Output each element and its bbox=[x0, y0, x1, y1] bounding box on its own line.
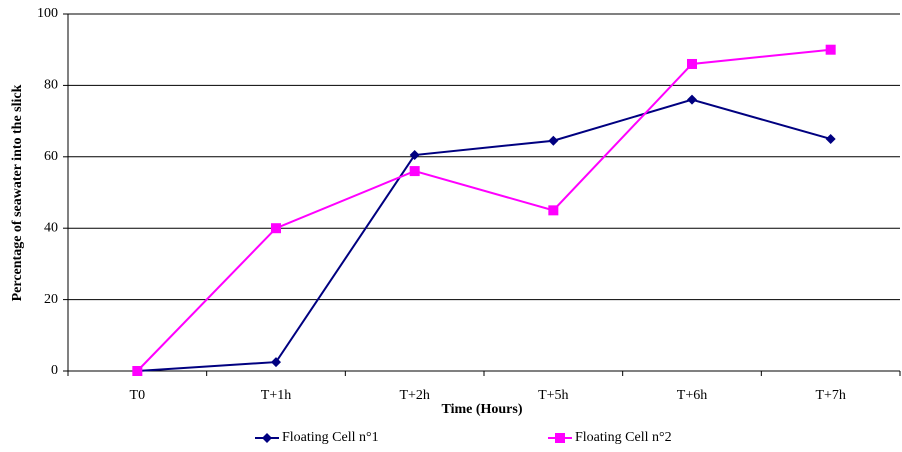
legend-label: Floating Cell n°1 bbox=[282, 430, 379, 445]
y-axis-label: Percentage of seawater into the slick bbox=[10, 84, 25, 301]
x-tick-label: T+1h bbox=[261, 388, 291, 403]
data-point bbox=[687, 58, 697, 69]
x-tick-label: T+6h bbox=[677, 388, 707, 403]
legend-marker bbox=[262, 433, 272, 443]
data-point bbox=[271, 223, 281, 234]
y-tick-label: 80 bbox=[44, 78, 58, 93]
y-tick-label: 60 bbox=[44, 149, 58, 164]
data-point bbox=[687, 94, 697, 105]
legend-label: Floating Cell n°2 bbox=[575, 430, 672, 445]
x-tick-label: T+5h bbox=[538, 388, 568, 403]
series-line bbox=[136, 48, 831, 372]
data-point bbox=[409, 150, 420, 161]
legend-marker bbox=[555, 433, 565, 443]
x-axis-label: Time (Hours) bbox=[441, 402, 522, 417]
data-point bbox=[548, 135, 559, 146]
data-point bbox=[409, 166, 420, 177]
y-tick-label: 40 bbox=[44, 220, 58, 235]
x-tick-label: T+2h bbox=[399, 388, 429, 403]
y-tick-label: 0 bbox=[51, 363, 58, 378]
series-line bbox=[137, 98, 831, 372]
y-tick-label: 20 bbox=[44, 292, 58, 307]
data-point bbox=[825, 44, 836, 55]
data-point bbox=[825, 133, 836, 144]
data-point bbox=[548, 205, 559, 216]
x-tick-label: T0 bbox=[130, 388, 146, 403]
x-tick-label: T+7h bbox=[815, 388, 845, 403]
data-point bbox=[132, 366, 143, 376]
data-point bbox=[271, 357, 281, 368]
y-tick-label: 100 bbox=[37, 6, 58, 21]
